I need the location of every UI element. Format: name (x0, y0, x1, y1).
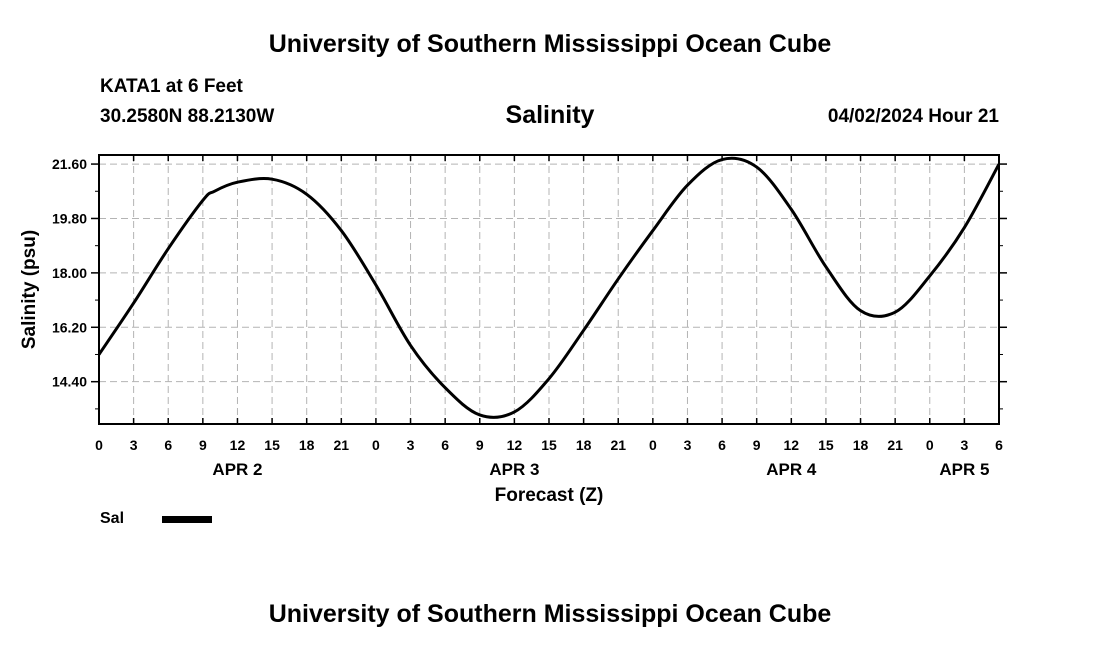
x-tick-label: 21 (887, 437, 903, 453)
x-tick-label: 18 (299, 437, 315, 453)
coordinates-label: 30.2580N 88.2130W (100, 106, 275, 127)
footer-title: University of Southern Mississippi Ocean… (268, 600, 832, 628)
x-tick-label: 9 (199, 437, 207, 453)
y-tick-label: 19.80 (52, 210, 87, 226)
y-tick-label: 16.20 (52, 319, 87, 335)
x-tick-label: 0 (926, 437, 934, 453)
day-label: APR 2 (212, 460, 262, 479)
forecast-datetime: 04/02/2024 Hour 21 (827, 106, 999, 127)
x-tick-label: 15 (264, 437, 280, 453)
y-tick-label: 21.60 (52, 156, 87, 172)
x-tick-label: 0 (649, 437, 657, 453)
station-label: KATA1 at 6 Feet (100, 76, 243, 97)
x-tick-label: 6 (718, 437, 726, 453)
x-tick-label: 18 (576, 437, 592, 453)
x-tick-label: 21 (334, 437, 350, 453)
series-line-sal (99, 156, 999, 419)
x-tick-label: 15 (818, 437, 834, 453)
day-label: APR 4 (766, 460, 817, 479)
x-tick-label: 15 (541, 437, 557, 453)
x-tick-label: 0 (95, 437, 103, 453)
y-tick-label: 18.00 (52, 265, 87, 281)
x-axis-label: Forecast (Z) (495, 485, 604, 506)
x-tick-label: 3 (684, 437, 692, 453)
day-label: APR 3 (489, 460, 539, 479)
chart-title: Salinity (505, 101, 595, 129)
x-tick-label: 6 (164, 437, 172, 453)
x-tick-label: 18 (853, 437, 869, 453)
x-tick-label: 21 (610, 437, 626, 453)
plot-frame (98, 154, 1000, 425)
x-tick-label: 3 (960, 437, 968, 453)
x-tick-label: 6 (995, 437, 1003, 453)
x-tick-label: 6 (441, 437, 449, 453)
x-tick-label: 3 (130, 437, 138, 453)
day-label: APR 5 (939, 460, 989, 479)
x-tick-label: 9 (753, 437, 761, 453)
x-tick-label: 0 (372, 437, 380, 453)
legend-label: Sal (100, 510, 125, 527)
legend-swatch (162, 516, 212, 523)
x-tick-label: 12 (507, 437, 523, 453)
y-axis-label: Salinity (psu) (19, 230, 40, 349)
x-tick-label: 12 (230, 437, 246, 453)
x-tick-label: 9 (476, 437, 484, 453)
page-title: University of Southern Mississippi Ocean… (268, 30, 832, 58)
x-tick-label: 3 (407, 437, 415, 453)
x-tick-label: 12 (784, 437, 800, 453)
y-tick-label: 14.40 (52, 374, 87, 390)
